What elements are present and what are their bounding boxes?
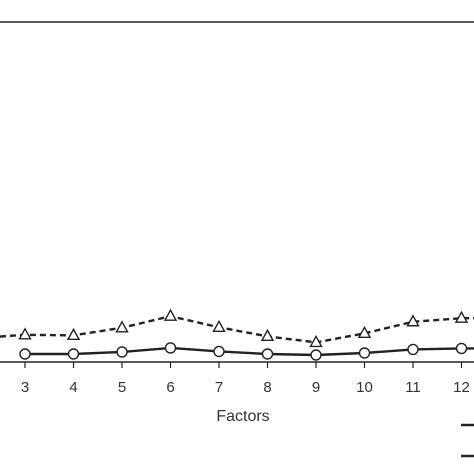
data-point [261, 348, 274, 360]
x-ticks [24, 362, 463, 368]
series-solid [19, 342, 474, 361]
x-tick-labels: 3 4 5 6 7 8 9 10 11 12 [21, 379, 470, 396]
data-point [357, 325, 372, 339]
x-tick-label: 4 [69, 379, 77, 396]
data-point [115, 320, 129, 333]
data-point [116, 346, 128, 358]
x-axis-title: Factors [216, 408, 269, 425]
data-point [407, 343, 419, 356]
data-point [309, 334, 323, 348]
x-tick-label: 11 [405, 379, 421, 396]
x-tick-label: 12 [453, 379, 470, 396]
x-tick-label: 7 [215, 379, 223, 396]
data-point [455, 342, 468, 355]
series-dashed [0, 308, 474, 348]
data-point [212, 319, 226, 332]
data-point [67, 348, 80, 360]
data-point [163, 308, 178, 321]
data-point [213, 345, 225, 358]
data-point [406, 314, 420, 327]
x-tick-label: 9 [312, 379, 320, 396]
data-point [66, 327, 81, 341]
data-point [18, 327, 32, 340]
data-point [260, 328, 275, 342]
data-point [310, 349, 322, 361]
data-point [164, 342, 177, 354]
x-tick-label: 10 [356, 379, 373, 396]
series-line [0, 314, 474, 344]
series-line [25, 346, 474, 357]
x-tick-label: 8 [263, 379, 271, 396]
legend [461, 423, 474, 458]
series-layer [0, 308, 474, 361]
x-tick-label: 6 [166, 379, 174, 396]
data-point [358, 347, 371, 359]
x-tick-label: 3 [21, 379, 29, 396]
x-tick-label: 5 [118, 379, 126, 396]
data-point [19, 348, 31, 360]
data-point [454, 310, 469, 323]
